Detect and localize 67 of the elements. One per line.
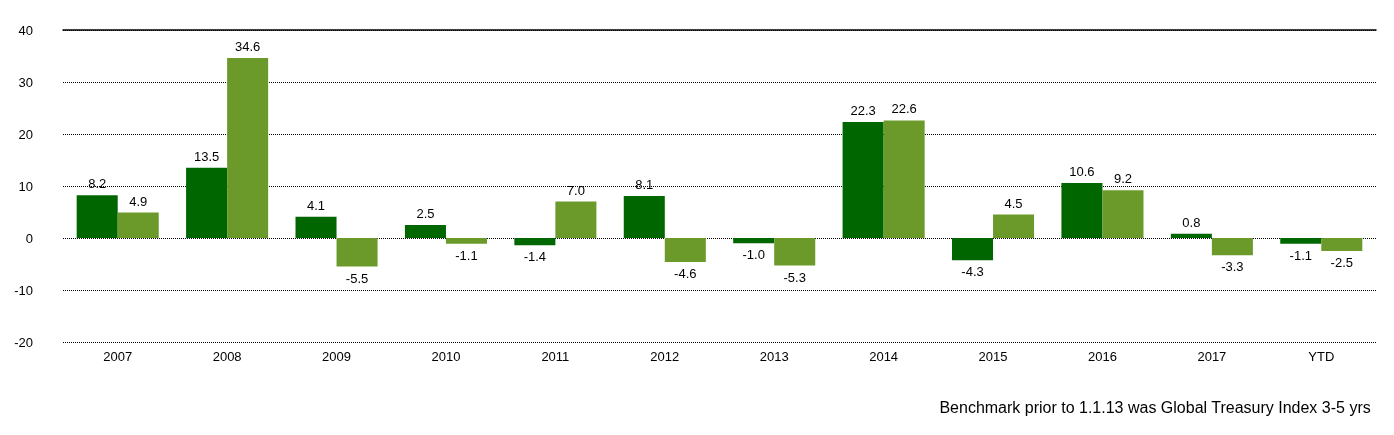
data-label: 4.1	[306, 197, 326, 213]
data-label: -1.4	[523, 249, 547, 265]
bar	[952, 238, 994, 261]
data-label: -1.1	[455, 247, 478, 263]
data-label: -1.0	[742, 247, 765, 263]
x-tick-label: 2013	[759, 349, 789, 364]
x-tick-label: 2010	[431, 349, 461, 364]
bar	[445, 238, 487, 244]
bar	[774, 238, 816, 266]
y-tick-label: -10	[14, 282, 33, 298]
x-tick-label: 2015	[978, 349, 1008, 364]
bar	[1211, 238, 1253, 256]
data-label: 34.6	[234, 39, 261, 55]
data-label: -5.3	[783, 269, 806, 285]
data-label: -5.5	[345, 270, 369, 286]
bar	[842, 122, 884, 238]
x-tick-label: 2008	[212, 349, 242, 364]
x-tick-label: YTD	[1308, 349, 1335, 364]
bar	[76, 195, 118, 238]
data-label: 4.5	[1004, 195, 1023, 211]
data-label: 22.6	[891, 101, 917, 117]
y-tick-label: -20	[14, 334, 33, 350]
bar	[1321, 238, 1363, 251]
y-tick-label: 40	[18, 22, 33, 38]
data-label: -1.1	[1289, 247, 1312, 263]
x-tick-label: 2009	[322, 349, 351, 364]
bar	[555, 201, 597, 238]
data-label: 4.9	[129, 193, 148, 209]
y-tick-label: 0	[25, 230, 33, 246]
bar	[883, 120, 925, 238]
bar	[1280, 238, 1322, 244]
bar	[227, 58, 269, 238]
y-tick-label: 30	[18, 74, 33, 90]
data-label: -2.5	[1330, 255, 1354, 270]
bar	[186, 167, 228, 238]
y-tick-label: 10	[18, 178, 33, 194]
bar	[1061, 182, 1103, 238]
data-label: -4.6	[674, 265, 697, 281]
x-tick-label: 2017	[1197, 349, 1227, 364]
data-label: 8.1	[635, 176, 654, 192]
bar	[993, 214, 1035, 238]
data-label: 13.5	[193, 148, 220, 164]
data-label: 22.3	[850, 103, 876, 119]
bar	[1170, 233, 1212, 238]
x-tick-label: 2016	[1088, 349, 1117, 364]
data-label: 8.2	[88, 176, 107, 192]
bar	[623, 195, 665, 238]
bar	[336, 238, 378, 267]
bar	[514, 238, 556, 246]
x-tick-label: 2011	[541, 349, 570, 364]
data-label: 0.8	[1182, 214, 1201, 230]
bar	[295, 216, 337, 238]
x-tick-label: 2007	[103, 349, 133, 364]
data-label: 9.2	[1113, 171, 1133, 187]
bar	[733, 238, 775, 244]
data-label: 2.5	[416, 206, 435, 221]
x-tick-label: 2014	[869, 349, 899, 364]
bar	[664, 238, 706, 262]
data-label: -3.3	[1221, 259, 1244, 275]
bar	[117, 212, 159, 238]
y-tick-label: 20	[18, 126, 33, 142]
data-label: 10.6	[1069, 163, 1095, 179]
bar	[1102, 190, 1144, 238]
bar	[404, 225, 446, 238]
text: Benchmark prior to 1.1.13 was Global Treasury Index 3-5 yrs	[939, 398, 1371, 416]
data-label: -4.3	[961, 264, 984, 280]
x-tick-label: 2012	[650, 349, 680, 364]
